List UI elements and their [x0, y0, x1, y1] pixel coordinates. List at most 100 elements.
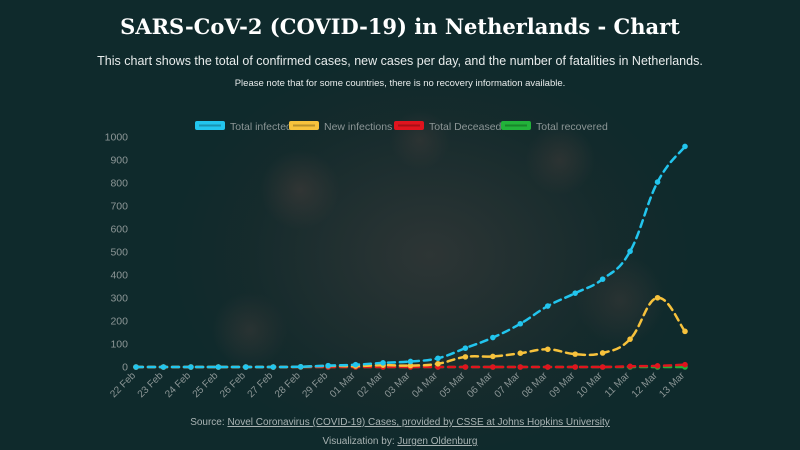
data-point-new-infections [407, 362, 414, 369]
legend-swatch-total-infected[interactable] [195, 121, 225, 130]
data-point-total-infected [133, 364, 139, 370]
data-point-new-infections [544, 346, 551, 353]
data-point-total-infected [243, 364, 249, 370]
chart-legend: Total infected New infections Total Deceas… [195, 121, 608, 133]
y-tick-label: 700 [110, 201, 128, 213]
y-tick-label: 800 [110, 178, 128, 190]
x-tick-label: 26 Feb [218, 370, 248, 400]
x-tick-label: 02 Mar [355, 370, 385, 400]
y-tick-label: 200 [110, 316, 128, 328]
data-point-total-deceased [682, 361, 688, 368]
x-tick-label: 08 Mar [520, 370, 550, 400]
data-point-new-infections [462, 354, 469, 360]
x-tick-label: 06 Mar [465, 370, 495, 400]
data-point-total-infected [682, 143, 688, 150]
legend-swatch-new-infections[interactable] [289, 121, 319, 130]
data-point-total-infected [599, 276, 606, 282]
chart-series [133, 143, 688, 370]
data-point-total-deceased [599, 364, 606, 370]
data-point-total-infected [407, 358, 414, 365]
data-point-new-infections [572, 351, 578, 357]
y-tick-label: 500 [110, 247, 128, 259]
y-tick-label: 600 [110, 224, 128, 236]
data-point-total-infected [352, 361, 359, 368]
recovery-note: Please note that for some countries, the… [234, 78, 566, 89]
footer-source: Source: Novel Coronavirus (COVID-19) Cas… [0, 417, 800, 428]
data-point-total-infected [160, 364, 167, 370]
data-point-new-infections [627, 336, 633, 342]
page-subtitle: This chart shows the total of confirmed … [97, 54, 703, 68]
x-tick-label: 05 Mar [438, 370, 468, 400]
x-tick-label: 12 Mar [630, 370, 660, 400]
series-line-total-infected [134, 145, 687, 369]
footer-credit: Visualization by: Jurgen Oldenburg [0, 436, 800, 447]
x-tick-label: 23 Feb [136, 370, 166, 400]
legend-swatch-dash-new-infections [293, 124, 315, 127]
y-tick-label: 300 [110, 293, 128, 305]
data-point-total-infected [270, 364, 277, 370]
x-tick-label: 13 Mar [657, 370, 687, 400]
legend-swatch-dash-total-recovered [505, 124, 527, 127]
data-point-total-infected [380, 360, 386, 366]
data-point-total-infected [325, 362, 331, 369]
x-tick-label: 04 Mar [410, 370, 440, 400]
data-point-total-infected [297, 363, 304, 370]
x-tick-label: 25 Feb [191, 370, 221, 400]
x-tick-label: 01 Mar [328, 370, 358, 400]
y-tick-label: 100 [110, 339, 128, 351]
x-tick-label: 07 Mar [493, 370, 523, 400]
legend-label-total-deceased[interactable]: Total Deceased [429, 121, 502, 133]
y-tick-label: 0 [122, 362, 128, 374]
page-title: SARS-CoV-2 (COVID-19) in Netherlands - C… [120, 14, 680, 39]
data-point-new-infections [517, 350, 524, 357]
source-link[interactable]: Novel Coronavirus (COVID-19) Cases, prov… [227, 417, 610, 428]
legend-swatch-total-recovered[interactable] [501, 121, 531, 130]
data-point-total-deceased [517, 364, 524, 370]
data-point-total-deceased [572, 364, 578, 370]
data-point-total-deceased [654, 363, 661, 369]
y-tick-label: 1000 [105, 132, 129, 144]
data-point-total-deceased [490, 364, 496, 370]
legend-label-total-infected[interactable]: Total infected [230, 121, 292, 133]
x-tick-label: 28 Feb [273, 370, 303, 400]
legend-swatch-dash-total-deceased [398, 124, 420, 127]
x-tick-label: 11 Mar [603, 370, 633, 400]
x-tick-label: 09 Mar [548, 370, 578, 400]
y-tick-label: 400 [110, 270, 128, 282]
data-point-total-deceased [627, 363, 633, 370]
data-point-new-infections [435, 360, 441, 367]
x-tick-label: 24 Feb [163, 370, 193, 400]
data-point-new-infections [654, 294, 661, 301]
data-point-new-infections [682, 328, 688, 335]
data-point-total-infected [654, 179, 661, 185]
data-point-total-infected [544, 303, 551, 309]
credit-link[interactable]: Jurgen Oldenburg [397, 436, 478, 447]
x-tick-label: 27 Feb [246, 370, 276, 400]
x-tick-label: 03 Mar [383, 370, 413, 400]
y-axis: 0 100 200 300 400 500 600 700 800 900 1000 [105, 132, 129, 374]
legend-label-new-infections[interactable]: New infections [324, 121, 392, 133]
data-point-total-deceased [462, 364, 469, 370]
data-point-total-deceased [544, 364, 551, 370]
data-point-total-infected [517, 320, 524, 327]
legend-swatch-total-deceased[interactable] [394, 121, 424, 130]
data-point-total-infected [627, 248, 633, 255]
data-point-total-infected [572, 290, 578, 296]
x-tick-label: 10 Mar [575, 370, 605, 400]
data-point-total-infected [435, 355, 441, 362]
credit-prefix: Visualization by: [322, 436, 398, 447]
data-point-total-infected [490, 334, 496, 341]
legend-swatch-dash-total-infected [199, 124, 221, 127]
data-point-new-infections [490, 353, 496, 360]
series-line-new-infections [134, 296, 687, 369]
legend-label-total-recovered[interactable]: Total recovered [536, 121, 608, 133]
data-point-total-infected [462, 345, 469, 351]
data-point-new-infections [599, 350, 606, 356]
data-point-total-infected [188, 364, 194, 370]
x-tick-label: 22 Feb [108, 370, 138, 400]
y-tick-label: 900 [110, 155, 128, 167]
source-prefix: Source: [190, 417, 228, 428]
